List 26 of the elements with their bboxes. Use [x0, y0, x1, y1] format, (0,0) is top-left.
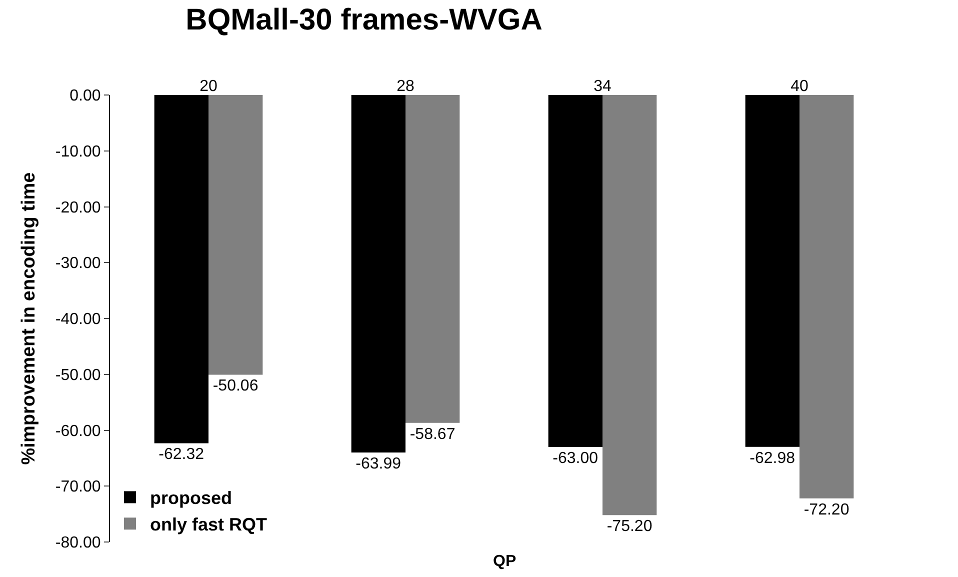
legend-label: only fast RQT: [150, 514, 268, 535]
y-tick-label: -30.00: [55, 255, 101, 272]
data-label: -72.20: [804, 501, 850, 518]
chart-title: BQMall-30 frames-WVGA: [186, 4, 542, 37]
y-axis-title: %improvement in encoding time: [18, 172, 40, 465]
x-tick-label: 40: [790, 78, 808, 95]
y-tick-label: -80.00: [55, 534, 101, 552]
data-label: -75.20: [606, 518, 652, 536]
y-tick-label: -10.00: [55, 143, 101, 160]
x-axis-title: QP: [493, 553, 516, 570]
y-tick-label: -40.00: [55, 311, 101, 328]
data-label: -62.32: [158, 446, 204, 464]
legend-label: proposed: [150, 488, 232, 508]
y-tick-label: -60.00: [55, 422, 101, 440]
y-tick-label: 0.00: [70, 88, 101, 105]
y-tick-label: -70.00: [55, 478, 101, 496]
x-tick-label: 34: [594, 78, 612, 95]
data-label: -63.00: [552, 450, 598, 468]
x-tick-label: 28: [396, 78, 414, 95]
y-tick-label: -50.00: [55, 366, 101, 384]
data-label: -63.99: [356, 456, 402, 473]
x-tick-label: 20: [200, 78, 218, 95]
data-label: -50.06: [212, 378, 258, 395]
data-label: -58.67: [410, 426, 456, 443]
data-label: -62.98: [750, 450, 796, 467]
y-tick-label: -20.00: [55, 199, 101, 216]
